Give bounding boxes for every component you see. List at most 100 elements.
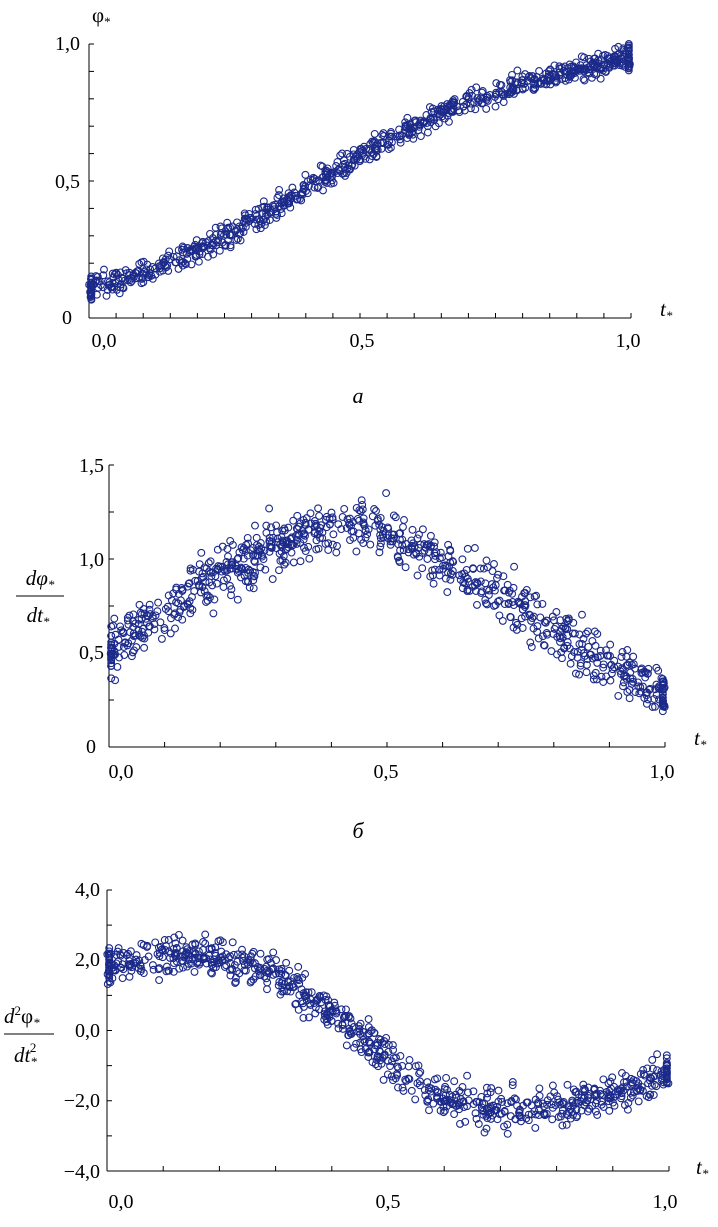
data-point — [436, 1106, 445, 1115]
data-point — [354, 529, 363, 538]
data-point — [617, 652, 626, 661]
data-point — [278, 556, 287, 565]
data-point — [322, 1010, 331, 1019]
data-point — [463, 1071, 472, 1080]
data-point — [111, 676, 120, 685]
panel-c: −4,0 −2,0 0,0 2,0 4,0 0,0 0,5 1,0 d2φ* d… — [4, 879, 709, 1213]
data-point — [443, 100, 452, 109]
data-point — [200, 587, 209, 596]
data-point — [326, 1002, 335, 1011]
data-point — [605, 1086, 614, 1095]
data-point — [442, 1095, 451, 1104]
data-point — [379, 1075, 388, 1084]
data-point — [368, 512, 377, 521]
data-point — [539, 1102, 548, 1111]
data-point — [470, 544, 479, 552]
data-point — [100, 265, 108, 274]
data-point — [401, 118, 410, 127]
data-point — [617, 1092, 626, 1101]
data-point — [505, 90, 514, 99]
data-point — [404, 1062, 413, 1071]
data-point — [536, 613, 545, 622]
data-point — [171, 939, 180, 948]
data-point — [518, 605, 527, 614]
data-point — [474, 97, 483, 106]
data-point — [358, 505, 367, 514]
data-point — [270, 205, 278, 214]
data-point — [333, 542, 341, 550]
data-point — [548, 69, 557, 78]
data-point — [219, 576, 228, 585]
data-point — [307, 988, 316, 997]
data-point — [370, 129, 379, 138]
data-point — [521, 612, 530, 621]
data-point — [575, 640, 584, 649]
data-point — [373, 516, 382, 525]
data-point — [268, 575, 277, 584]
data-point — [396, 1052, 405, 1060]
data-point — [590, 54, 599, 63]
data-point — [638, 682, 647, 691]
data-point — [315, 511, 324, 520]
data-point — [526, 611, 535, 620]
data-point — [637, 1082, 646, 1091]
panel-a-points — [85, 40, 634, 304]
data-point — [105, 971, 114, 980]
data-point — [262, 217, 271, 226]
data-point — [364, 1053, 373, 1061]
data-point — [548, 1115, 557, 1124]
data-point — [619, 682, 627, 691]
data-point — [384, 531, 393, 540]
data-point — [272, 521, 281, 530]
data-point — [322, 515, 330, 524]
data-point — [497, 1094, 506, 1103]
data-point — [275, 566, 283, 575]
data-point — [662, 1075, 671, 1084]
data-point — [282, 958, 291, 967]
data-point — [284, 978, 292, 987]
data-point — [332, 548, 341, 557]
data-point — [658, 680, 667, 689]
data-point — [540, 617, 549, 626]
data-point — [454, 106, 463, 115]
data-point — [240, 209, 249, 218]
data-point — [223, 218, 232, 227]
data-point — [247, 977, 256, 985]
data-point — [534, 634, 543, 643]
data-point — [408, 525, 417, 534]
data-point — [368, 137, 377, 146]
data-point — [176, 605, 185, 614]
data-point — [396, 135, 405, 144]
data-point — [342, 1041, 351, 1050]
data-point — [269, 948, 278, 957]
data-point — [165, 247, 174, 256]
data-point — [570, 629, 579, 638]
panel-a-caption: а — [353, 383, 364, 408]
data-point — [378, 131, 387, 139]
data-point — [278, 977, 287, 986]
data-point — [376, 1053, 384, 1062]
data-point — [532, 591, 541, 600]
data-point — [272, 956, 281, 965]
data-point — [222, 950, 231, 959]
data-point — [117, 626, 126, 635]
data-point — [361, 533, 370, 542]
data-point — [401, 563, 410, 572]
data-point — [398, 1061, 407, 1070]
data-point — [163, 602, 172, 611]
data-point — [197, 548, 206, 557]
data-point — [446, 575, 455, 584]
data-point — [396, 546, 405, 555]
data-point — [497, 1109, 506, 1118]
data-point — [225, 581, 234, 590]
data-point — [217, 224, 226, 233]
data-point — [483, 1093, 491, 1102]
data-point — [608, 1073, 617, 1082]
data-point — [558, 1099, 567, 1107]
data-point — [387, 138, 396, 147]
data-point — [652, 1082, 661, 1091]
data-point — [506, 613, 515, 621]
data-point — [224, 552, 232, 561]
data-point — [107, 650, 116, 659]
data-point — [235, 229, 244, 238]
